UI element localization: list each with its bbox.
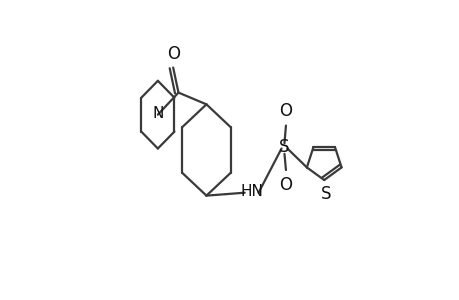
Text: HN: HN [240, 184, 263, 199]
Text: S: S [279, 138, 289, 156]
Text: O: O [279, 176, 292, 194]
Text: O: O [166, 45, 179, 63]
Text: S: S [320, 185, 330, 203]
Text: O: O [279, 102, 292, 120]
Text: N: N [152, 106, 164, 121]
